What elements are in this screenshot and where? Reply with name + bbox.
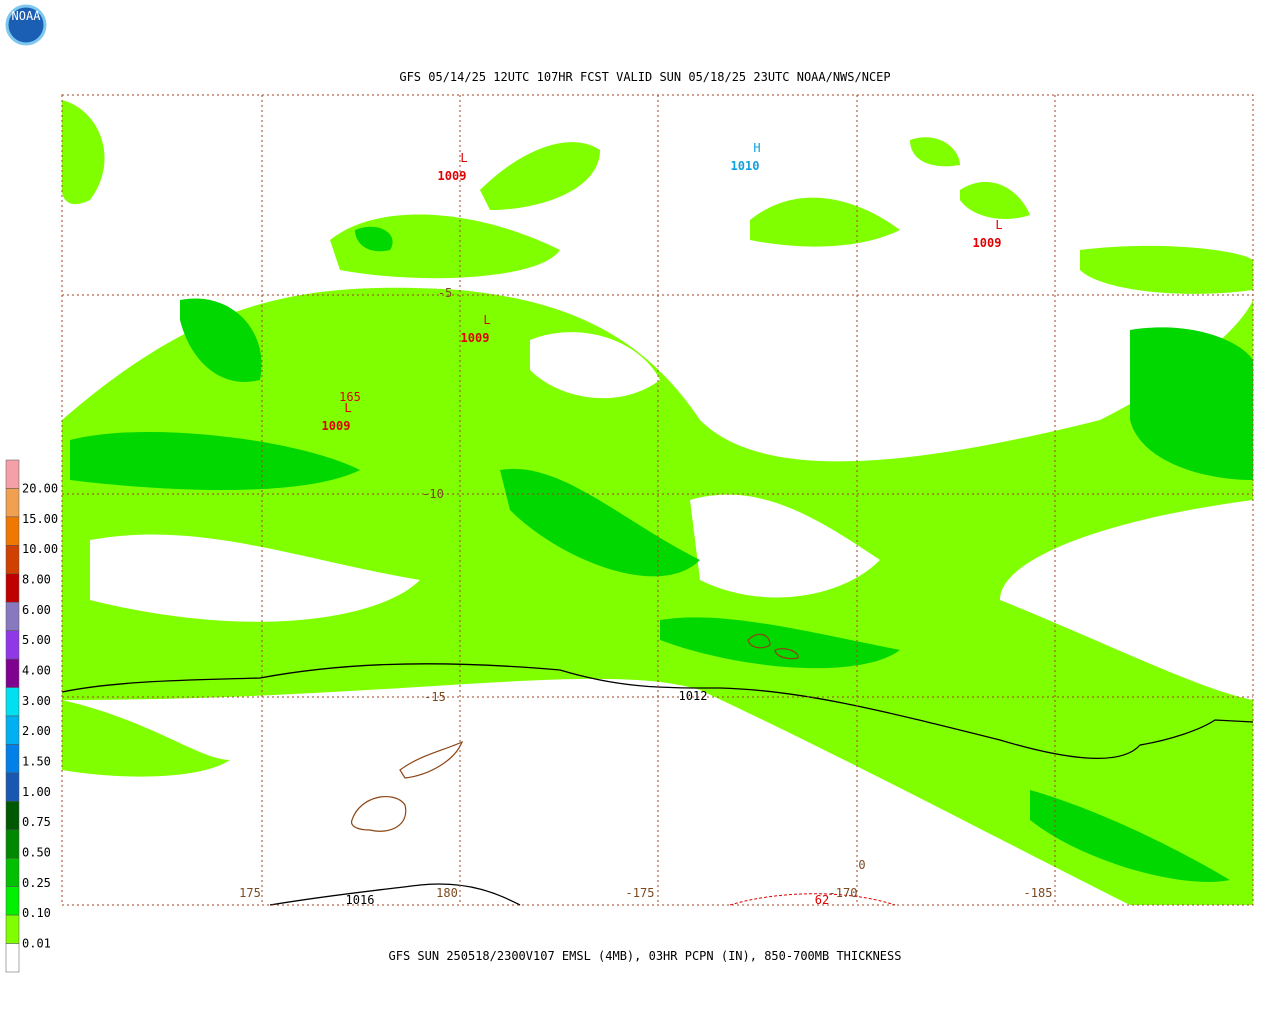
- legend-swatch: [5, 630, 20, 660]
- legend-label: 5.00: [22, 633, 51, 647]
- legend-label: 6.00: [22, 603, 51, 617]
- legend-swatch: [5, 744, 20, 774]
- pressure-symbol: H: [753, 141, 760, 155]
- dashed-contour: [729, 893, 896, 906]
- legend-swatch: [5, 715, 20, 745]
- lat-lon-grid: [62, 95, 1253, 905]
- pressure-value: 1009: [438, 169, 467, 183]
- legend-swatch: [5, 857, 20, 887]
- legend-label: 8.00: [22, 572, 51, 586]
- pressure-symbol: L: [460, 151, 467, 165]
- contour-label: 62: [815, 893, 829, 907]
- latitude-label: -15: [424, 690, 446, 704]
- legend-label: 0.75: [22, 815, 51, 829]
- legend-swatch: [5, 488, 20, 518]
- pressure-value: 1009: [322, 419, 351, 433]
- legend-label: 2.00: [22, 724, 51, 738]
- pressure-symbol: L: [995, 218, 1002, 232]
- legend-label: 1.00: [22, 785, 51, 799]
- latitude-label: -10: [422, 487, 444, 501]
- map-title: GFS 05/14/25 12UTC 107HR FCST VALID SUN …: [399, 70, 890, 84]
- contour-label: 165: [339, 390, 361, 404]
- legend-swatch: [5, 886, 20, 916]
- map-labels: 175 180 -175 -170 -185 -5 -10 -15 L 1009 H 1010 L 100…: [239, 141, 1052, 907]
- legend-label: 0.25: [22, 876, 51, 890]
- legend-label: 3.00: [22, 694, 51, 708]
- legend-label: 10.00: [22, 542, 58, 556]
- noaa-logo: NOAA: [5, 4, 47, 46]
- longitude-label: -175: [626, 886, 655, 900]
- coastlines: [350, 633, 799, 832]
- pressure-value: 1009: [461, 331, 490, 345]
- legend-label: 4.00: [22, 663, 51, 677]
- legend-label: 1.50: [22, 755, 51, 769]
- legend-label: 20.00: [22, 481, 58, 495]
- legend-swatch: [5, 516, 20, 546]
- legend-label: 15.00: [22, 512, 58, 526]
- legend-label: 0.01: [22, 937, 51, 951]
- thickness-contours: [61, 663, 1254, 906]
- legend-swatch: [5, 829, 20, 859]
- legend-swatch: [5, 687, 20, 717]
- contour-label: 0: [858, 858, 865, 872]
- pressure-value: 1009: [973, 236, 1002, 250]
- longitude-label: -185: [1024, 886, 1053, 900]
- pressure-symbol: L: [344, 401, 351, 415]
- pressure-value: 1010: [731, 159, 760, 173]
- legend-swatch: [5, 772, 20, 802]
- pressure-symbol: L: [483, 313, 490, 327]
- legend-swatch: [5, 601, 20, 631]
- precip-legend: 20.00 15.00 10.00 8.00 6.00 5.00 4.00 3.00 2.00 1…: [5, 459, 58, 973]
- contour-label: 1012: [679, 689, 708, 703]
- legend-swatch: [5, 801, 20, 831]
- legend-swatch: [5, 658, 20, 688]
- legend-swatch: [5, 573, 20, 603]
- legend-label: 0.50: [22, 846, 51, 860]
- legend-label: 0.10: [22, 906, 51, 920]
- logo-text: NOAA: [12, 9, 42, 23]
- latitude-label: -5: [438, 286, 452, 300]
- map-frame: [61, 94, 1254, 906]
- longitude-label: -170: [829, 886, 858, 900]
- longitude-label: 180: [436, 886, 458, 900]
- map-caption: GFS SUN 250518/2300V107 EMSL (4MB), 03HR…: [389, 949, 902, 963]
- legend-swatch: [5, 914, 20, 944]
- contour-label: 1016: [346, 893, 375, 907]
- legend-swatch: [5, 459, 20, 489]
- legend-swatch: [5, 545, 20, 575]
- longitude-label: 175: [239, 886, 261, 900]
- legend-swatch: [5, 943, 20, 973]
